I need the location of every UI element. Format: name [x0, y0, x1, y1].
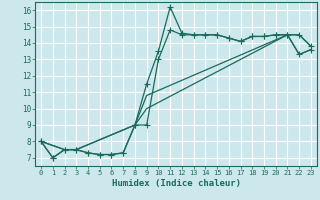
X-axis label: Humidex (Indice chaleur): Humidex (Indice chaleur) — [111, 179, 241, 188]
